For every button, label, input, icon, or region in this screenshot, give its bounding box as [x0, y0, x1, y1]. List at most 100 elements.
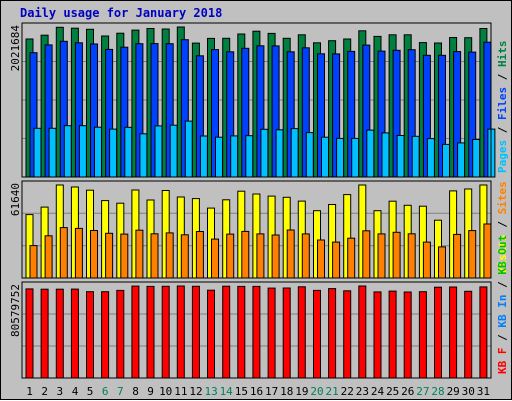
bar-pages-day-1	[33, 127, 42, 178]
bar-kb-f-day-30	[464, 290, 473, 379]
bar-pages-day-28	[442, 143, 450, 178]
x-tick-label-16: 16	[250, 385, 263, 398]
bar-kb-f-day-6	[101, 291, 110, 379]
bar-sites-day-6	[105, 232, 114, 279]
bar-sites-day-31	[483, 223, 492, 279]
legend-entry: KB Out	[496, 235, 509, 281]
bar-pages-day-23	[366, 129, 375, 178]
bar-sites-day-27	[422, 241, 431, 279]
bar-kb-f-day-22	[343, 290, 352, 379]
panel-1: 2021684 Pages / Files / Hits	[9, 22, 509, 178]
bar-pages-day-11	[184, 120, 193, 178]
legend: Visits / Sites	[496, 181, 509, 274]
x-tick-label-20: 20	[310, 385, 323, 398]
panel-border	[21, 180, 492, 279]
x-tick-label-17: 17	[265, 385, 278, 398]
chart-panels: 2021684 Pages / Files / Hits 61640 Visits /…	[9, 22, 509, 379]
legend: KB F / KB In / KB Out	[496, 235, 509, 374]
x-tick-label-22: 22	[341, 385, 354, 398]
x-tick-label-23: 23	[356, 385, 369, 398]
x-tick-label-7: 7	[117, 385, 124, 398]
x-tick-label-6: 6	[102, 385, 109, 398]
legend-entry: /	[496, 221, 509, 235]
legend-entry: /	[496, 281, 509, 295]
bar-pages-day-3	[63, 125, 72, 178]
bar-sites-day-26	[407, 233, 416, 279]
x-tick-label-2: 2	[41, 385, 48, 398]
bar-kb-f-day-21	[328, 288, 337, 379]
bar-sites-day-16	[256, 233, 265, 279]
bar-kb-f-day-28	[434, 286, 442, 379]
bar-pages-day-21	[336, 137, 345, 178]
x-tick-label-9: 9	[147, 385, 154, 398]
x-axis-labels: 1 2 3 4 5 6 7 8 9 10 11 12 13 14 15 16 17 18 19 20 21 22 23 24 2…	[26, 385, 490, 398]
bar-kb-f-day-15	[237, 285, 246, 379]
bar-pages-day-6	[109, 128, 118, 178]
bar-kb-f-day-7	[116, 289, 125, 379]
bar-pages-day-15	[245, 135, 254, 178]
x-tick-label-31: 31	[477, 385, 490, 398]
legend-entry: KB In	[496, 295, 509, 335]
x-tick-label-24: 24	[371, 385, 385, 398]
bar-sites-day-7	[120, 233, 129, 279]
bar-pages-day-8	[139, 133, 148, 178]
x-tick-label-26: 26	[401, 385, 414, 398]
panel-3: 80579752 KB F / KB In / KB Out	[9, 235, 509, 379]
legend-entry: Files	[496, 87, 509, 127]
x-tick-label-4: 4	[72, 385, 79, 398]
x-tick-label-8: 8	[132, 385, 139, 398]
bar-pages-day-19	[305, 132, 314, 178]
x-tick-label-1: 1	[26, 385, 33, 398]
bar-kb-f-day-18	[282, 287, 291, 379]
bar-sites-day-3	[59, 227, 68, 279]
bar-kb-f-day-8	[131, 285, 140, 379]
bar-pages-day-4	[78, 125, 87, 178]
x-tick-label-12: 12	[189, 385, 202, 398]
x-tick-label-13: 13	[204, 385, 217, 398]
bar-pages-day-27	[426, 138, 435, 178]
bar-sites-day-17	[271, 234, 280, 279]
bar-pages-day-10	[169, 124, 178, 178]
bar-sites-day-13	[211, 238, 219, 279]
bar-kb-f-day-2	[40, 288, 49, 379]
bar-kb-f-day-1	[25, 288, 34, 379]
bar-pages-day-25	[396, 135, 405, 178]
bar-kb-f-day-11	[176, 285, 185, 379]
panel-border	[21, 22, 492, 178]
chart-title: Daily usage for January 2018	[20, 6, 222, 20]
bar-pages-day-20	[321, 136, 329, 178]
bar-sites-day-28	[438, 246, 446, 279]
bar-pages-day-24	[381, 132, 390, 178]
bar-kb-f-day-5	[86, 291, 94, 379]
bar-pages-day-30	[472, 139, 481, 178]
bar-sites-day-1	[29, 245, 38, 279]
legend: Pages / Files / Hits	[496, 41, 509, 174]
bar-kb-f-day-20	[313, 289, 321, 379]
y-max-label: 2021684	[9, 25, 22, 72]
x-tick-label-3: 3	[56, 385, 63, 398]
bar-kb-f-day-24	[373, 291, 382, 379]
bar-kb-f-day-13	[207, 289, 215, 379]
bar-pages-day-14	[230, 135, 239, 178]
bar-kb-f-day-10	[161, 285, 170, 379]
bar-kb-f-day-16	[252, 285, 261, 379]
y-max-label: 61640	[9, 183, 22, 216]
legend-entry: Hits	[496, 41, 509, 74]
bar-pages-day-18	[290, 128, 299, 178]
bar-kb-f-day-4	[70, 288, 79, 379]
bar-pages-day-17	[275, 129, 284, 178]
x-tick-label-11: 11	[174, 385, 187, 398]
bar-sites-day-2	[44, 235, 53, 279]
bar-pages-day-29	[457, 142, 466, 178]
legend-entry: Sites	[496, 181, 509, 221]
bar-pages-day-16	[260, 128, 269, 178]
bar-sites-day-15	[241, 230, 250, 279]
panel-border	[21, 281, 492, 379]
bar-sites-day-20	[317, 239, 325, 279]
bar-sites-day-25	[392, 231, 401, 279]
x-tick-label-25: 25	[386, 385, 399, 398]
bar-sites-day-9	[150, 233, 159, 279]
panel-2: 61640 Visits / Sites	[9, 180, 509, 279]
